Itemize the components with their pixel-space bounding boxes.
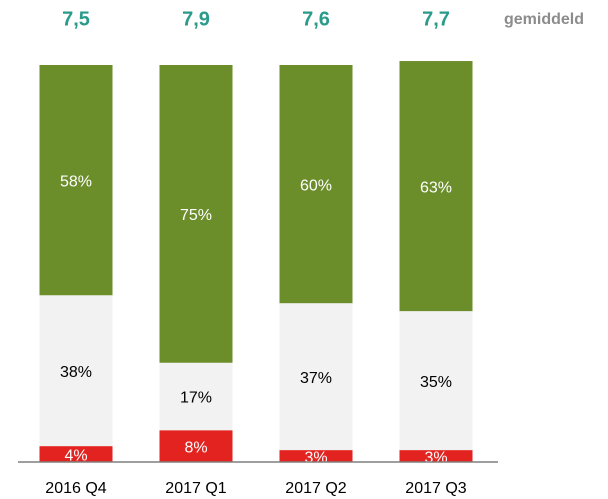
x-tick-label: 2017 Q3: [405, 480, 466, 497]
value-label: 75%: [180, 207, 212, 224]
bar-segment: [399, 311, 473, 451]
value-label: 35%: [420, 374, 452, 391]
x-tick-label: 2017 Q2: [285, 480, 346, 497]
bar-segment: [279, 450, 353, 462]
average-value: 7,6: [302, 8, 330, 30]
bar-segment: [399, 450, 473, 462]
value-label: 63%: [420, 179, 452, 196]
value-label: 4%: [64, 447, 87, 464]
average-value: 7,9: [182, 8, 210, 30]
value-label: 3%: [304, 449, 327, 466]
value-label: 17%: [180, 390, 212, 407]
bar-segment: [279, 303, 353, 451]
value-label: 38%: [60, 364, 92, 381]
bar-segment: [39, 446, 113, 462]
value-label: 60%: [300, 177, 332, 194]
bar-segment: [39, 65, 113, 296]
x-tick-label: 2016 Q4: [45, 480, 106, 497]
average-label: gemiddeld: [504, 11, 584, 28]
x-tick-label: 2017 Q1: [165, 480, 226, 497]
bar-segment: [399, 61, 473, 312]
average-value: 7,5: [62, 8, 90, 30]
value-label: 37%: [300, 370, 332, 387]
bar-segment: [159, 65, 233, 363]
bar-segment: [279, 65, 353, 304]
bar-segment: [159, 430, 233, 462]
value-label: 8%: [184, 439, 207, 456]
bar-segment: [39, 295, 113, 447]
bar-segment: [159, 362, 233, 431]
value-label: 3%: [424, 449, 447, 466]
average-value: 7,7: [422, 8, 450, 30]
value-label: 58%: [60, 173, 92, 190]
